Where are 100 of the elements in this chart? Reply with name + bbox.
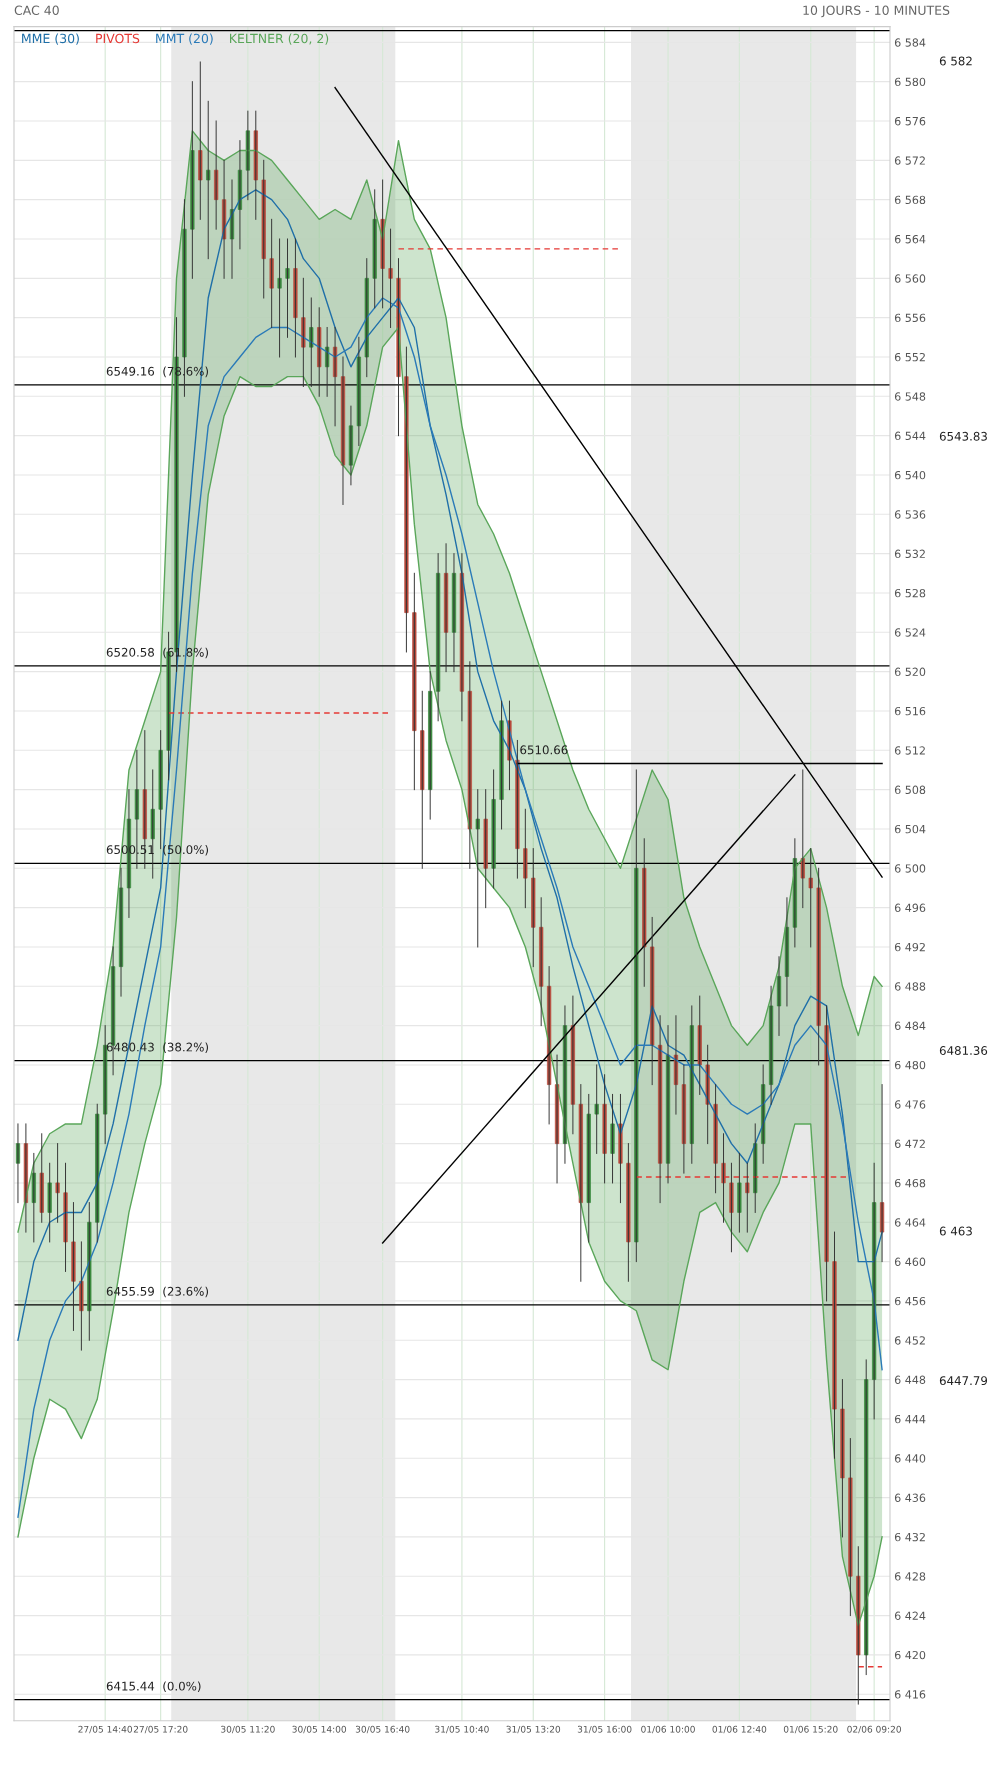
candlestick [412,572,417,791]
candlestick [634,769,639,1263]
y-tick-label: 6 512 [894,746,925,755]
x-tick-label: 27/05 17:20 [133,1725,188,1734]
candlestick [808,848,813,948]
candlestick [650,916,655,1086]
candlestick [523,808,528,909]
text: MME (30) [22,33,79,45]
candlestick [79,1241,84,1351]
candlestick [309,297,314,387]
y-tick-label: 6 416 [894,1690,926,1699]
candlestick [800,769,805,909]
y-tick-label: 6 528 [894,588,926,598]
text: 6543.83 [939,431,987,441]
candlestick [594,1064,599,1154]
x-tick-label: 27/05 14:40 [78,1725,133,1734]
text: 6481.36 [939,1046,988,1055]
candlestick [475,789,480,948]
candlestick [420,690,425,869]
y-tick-label: 6 464 [894,1218,926,1227]
y-tick-label: 6 572 [894,156,925,165]
candlestick [626,1143,631,1282]
candlestick [253,110,258,220]
y-tick-label: 6 540 [894,470,926,480]
candlestick [47,1162,52,1243]
candlestick [491,769,496,889]
chart-subtitle: 10 JOURS - 10 MINUTES [803,5,950,18]
candlestick [269,218,274,328]
candlestick [499,700,504,830]
candlestick [856,1546,861,1705]
candlestick [610,1093,615,1184]
candlestick [467,661,472,869]
y-tick-label: 6 448 [894,1375,926,1384]
chart-title: CAC 40 [14,5,59,15]
candlestick [848,1438,853,1617]
candlestick [293,238,298,358]
candlestick [285,238,290,338]
text: 6 463 [939,1226,972,1236]
y-tick-label: 6 580 [894,77,926,87]
x-tick-label: 01/06 15:20 [783,1725,838,1734]
y-tick-label: 6 484 [894,1021,926,1030]
candlestick [39,1133,44,1223]
y-tick-label: 6 492 [894,942,925,952]
candlestick [531,848,536,968]
y-tick-label: 6 436 [894,1493,926,1502]
y-tick-label: 6 452 [894,1336,925,1345]
candlestick [261,159,266,299]
y-tick-label: 6 456 [894,1296,926,1306]
x-tick-label: 31/05 16:00 [577,1725,632,1734]
candlestick [539,897,544,1027]
y-tick-label: 6 424 [894,1611,926,1620]
x-tick-label: 30/05 16:40 [355,1725,410,1734]
x-tick-label: 31/05 13:20 [506,1725,561,1734]
candlestick [317,307,322,397]
y-tick-label: 6 432 [894,1532,925,1542]
candlestick [864,1359,869,1676]
y-tick-label: 6 536 [894,510,926,519]
candlestick [745,1162,750,1233]
text: 6 582 [939,56,972,66]
y-tick-label: 6 568 [894,195,926,205]
candlestick [158,730,163,850]
candlestick [816,867,821,1066]
candlestick [301,277,306,387]
candlestick [689,1005,694,1164]
y-tick-label: 6 552 [894,352,925,362]
candlestick [729,1162,734,1253]
y-tick-label: 6 524 [894,628,926,637]
y-tick-label: 6 488 [894,982,926,991]
y-tick-label: 6 560 [894,274,926,283]
candlestick [206,100,211,260]
text: MMT (20) [156,33,213,45]
candlestick [95,1103,100,1243]
candlestick [103,1025,108,1145]
y-tick-label: 6 548 [894,392,926,401]
x-tick-label: 31/05 10:40 [435,1725,489,1734]
y-tick-label: 6 564 [894,234,926,244]
y-tick-label: 6 420 [894,1650,926,1660]
candlestick [277,238,282,358]
candlestick [721,1133,726,1223]
y-tick-label: 6 472 [894,1139,925,1148]
candlestick [578,1084,583,1282]
candlestick [824,1005,829,1302]
y-tick-label: 6 444 [894,1414,926,1424]
x-tick-label: 02/06 09:20 [847,1725,901,1734]
candlestick [364,258,369,378]
y-tick-label: 6 520 [894,667,926,677]
candlestick [586,1093,591,1243]
candlestick [71,1202,76,1331]
candlestick [832,1231,837,1459]
y-tick-label: 6 544 [894,431,926,441]
candlestick [840,1379,845,1538]
y-tick-label: 6 460 [894,1257,926,1266]
candlestick [31,1152,36,1243]
text: 6447.79 [939,1376,988,1386]
candlestick [697,995,702,1095]
x-tick-label: 01/06 10:00 [641,1725,695,1734]
y-tick-label: 6 476 [894,1100,926,1109]
y-tick-label: 6 532 [894,549,925,559]
candlestick [55,1143,60,1223]
y-tick-label: 6 576 [894,116,926,126]
